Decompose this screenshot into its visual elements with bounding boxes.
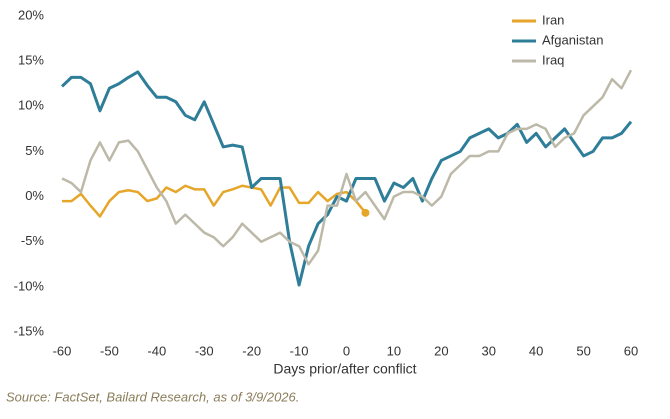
x-tick-label: -20 [242, 343, 261, 358]
y-tick-label: 5% [25, 143, 44, 158]
x-tick-label: -50 [100, 343, 119, 358]
y-tick-label: -10% [14, 278, 45, 293]
x-tick-label: 20 [434, 343, 448, 358]
x-tick-label: 40 [529, 343, 543, 358]
y-tick-label: -5% [21, 233, 45, 248]
x-tick-label: -60 [53, 343, 72, 358]
x-tick-label: 60 [624, 343, 638, 358]
x-tick-label: 0 [343, 343, 350, 358]
y-tick-label: 0% [25, 188, 44, 203]
y-tick-label: 10% [18, 98, 44, 113]
x-axis-label: Days prior/after conflict [273, 361, 416, 377]
x-tick-label: -30 [195, 343, 214, 358]
source: Source: FactSet, Bailard Research, as of… [6, 389, 299, 404]
y-tick-label: -15% [14, 323, 45, 338]
end-marker [361, 208, 370, 217]
series-line [62, 184, 367, 218]
y-tick-label: 15% [18, 53, 44, 68]
series-line [60, 70, 633, 287]
x-tick-label: 10 [387, 343, 401, 358]
x-tick-label: -40 [147, 343, 166, 358]
x-tick-label: 50 [576, 343, 590, 358]
legend-label: Iran [542, 12, 564, 27]
x-tick-label: 30 [482, 343, 496, 358]
legend-label: Iraq [542, 52, 564, 67]
legend-label: Afganistan [542, 32, 603, 47]
series-line [61, 69, 633, 266]
y-tick-label: 20% [18, 7, 44, 22]
x-tick-label: -10 [290, 343, 309, 358]
